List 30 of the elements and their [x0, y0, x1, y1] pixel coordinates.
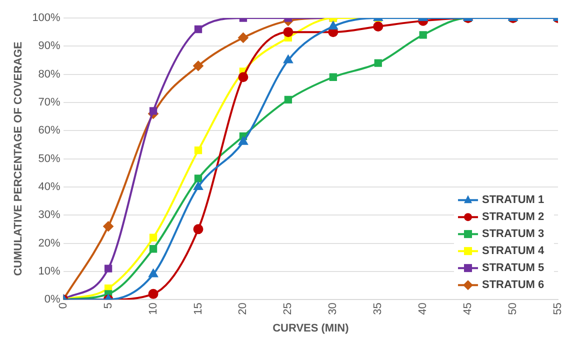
- y-tick-label: 50%: [38, 152, 61, 165]
- x-tick-label: 15: [192, 302, 204, 315]
- legend-label: STRATUM 3: [482, 228, 544, 240]
- y-tick-label: 40%: [38, 180, 61, 193]
- x-tick-label: 45: [462, 302, 474, 315]
- y-axis-title: CUMULATIVE PERCENTAGE OF COVERAGE: [12, 42, 25, 276]
- legend-label: STRATUM 1: [482, 194, 544, 206]
- x-tick-label: 35: [372, 302, 384, 315]
- legend-label: STRATUM 4: [482, 245, 546, 258]
- x-tick-label: 5: [102, 302, 114, 309]
- x-tick-label: 10: [147, 302, 160, 315]
- y-tick-label: 70%: [38, 96, 61, 108]
- y-tick-label: 90%: [38, 40, 61, 52]
- y-tick-label: 80%: [38, 68, 61, 80]
- y-tick-label: 100%: [32, 12, 61, 24]
- x-tick-label: 25: [282, 302, 294, 315]
- legend-label: STRATUM 6: [482, 279, 544, 292]
- y-tick-label: 10%: [38, 265, 61, 278]
- legend-label: STRATUM 5: [482, 262, 544, 274]
- x-tick-label: 20: [237, 302, 250, 315]
- x-tick-label: 50: [507, 302, 520, 315]
- legend-label: STRATUM 2: [482, 211, 544, 224]
- x-tick-label: 30: [327, 302, 340, 315]
- x-axis-title: CURVES (MIN): [272, 322, 350, 334]
- x-tick-label: 55: [552, 302, 564, 315]
- x-tick-label: 40: [417, 302, 430, 315]
- y-tick-label: 20%: [38, 237, 61, 250]
- y-tick-label: 60%: [38, 124, 61, 137]
- x-tick-label: 0: [57, 302, 70, 309]
- y-tick-label: 30%: [38, 209, 61, 222]
